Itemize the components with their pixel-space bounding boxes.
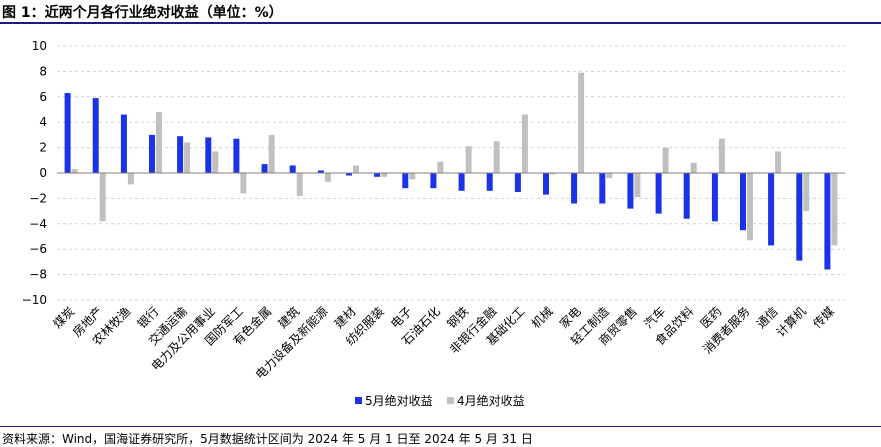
bar-april bbox=[662, 147, 669, 173]
bar-may bbox=[149, 134, 155, 173]
bar-may bbox=[92, 98, 99, 173]
bar-april bbox=[803, 173, 810, 212]
bar-april bbox=[690, 162, 697, 173]
y-tick-label: 8 bbox=[39, 64, 47, 78]
legend-label-may: 5月绝对收益 bbox=[365, 393, 433, 408]
legend: 5月绝对收益 4月绝对收益 bbox=[355, 393, 525, 408]
y-tick-label: −2 bbox=[29, 191, 47, 205]
bar-april bbox=[606, 173, 613, 179]
bar-may bbox=[205, 137, 212, 173]
bar-may bbox=[514, 173, 521, 192]
bar-april bbox=[437, 161, 444, 173]
legend-swatch-april bbox=[447, 397, 454, 404]
bar-may bbox=[486, 173, 493, 191]
bar-april bbox=[296, 173, 303, 196]
bar-may bbox=[599, 173, 606, 204]
bar-may bbox=[768, 173, 775, 246]
x-category-label: 机械 bbox=[528, 304, 556, 332]
bar-may bbox=[120, 114, 127, 173]
bar-may bbox=[64, 93, 71, 173]
bar-may bbox=[655, 173, 662, 214]
bar-may bbox=[346, 173, 352, 176]
bar-april bbox=[634, 173, 641, 198]
y-tick-label: 0 bbox=[39, 166, 47, 180]
y-tick-label: −6 bbox=[29, 242, 47, 256]
bar-april bbox=[156, 112, 162, 173]
bar-april bbox=[240, 173, 247, 194]
bar-april bbox=[775, 151, 782, 173]
bar-may bbox=[796, 173, 803, 261]
source-divider bbox=[0, 426, 881, 427]
x-category-label: 传媒 bbox=[809, 304, 837, 332]
bar-may bbox=[571, 173, 578, 204]
title-divider bbox=[0, 22, 881, 24]
bar-april bbox=[550, 173, 556, 175]
bar-may bbox=[740, 173, 746, 231]
y-tick-label: 6 bbox=[39, 90, 47, 104]
bars bbox=[64, 72, 838, 270]
bar-may bbox=[402, 173, 409, 189]
y-tick-label: −8 bbox=[29, 268, 47, 282]
bar-may bbox=[289, 165, 296, 173]
bar-april bbox=[521, 114, 528, 173]
bar-april bbox=[718, 138, 725, 173]
bar-april bbox=[747, 173, 753, 241]
bar-may bbox=[430, 173, 437, 189]
bar-april bbox=[184, 142, 191, 173]
bar-april bbox=[381, 173, 388, 177]
bar-may bbox=[458, 173, 465, 191]
legend-label-april: 4月绝对收益 bbox=[457, 393, 525, 408]
x-category-label: 计算机 bbox=[773, 304, 809, 340]
bar-april bbox=[324, 173, 331, 182]
bar-april bbox=[831, 173, 838, 246]
bar-april bbox=[268, 134, 275, 173]
bar-april bbox=[578, 72, 585, 173]
bar-may bbox=[261, 164, 268, 173]
bar-april bbox=[409, 173, 416, 180]
y-tick-label: −4 bbox=[29, 217, 47, 231]
bar-april bbox=[493, 141, 500, 174]
bar-april bbox=[71, 169, 78, 173]
y-tick-label: 10 bbox=[32, 39, 47, 53]
y-tick-label: −10 bbox=[22, 293, 47, 307]
bar-may bbox=[824, 173, 831, 270]
bar-april bbox=[465, 146, 472, 173]
bar-april bbox=[127, 173, 134, 185]
bar-may bbox=[177, 136, 184, 173]
bar-may bbox=[317, 170, 324, 173]
legend-swatch-may bbox=[355, 397, 362, 404]
y-axis-tick-labels: −10 −8 −6 −4 −2 0 2 4 6 8 10 bbox=[22, 39, 47, 307]
bar-may bbox=[683, 173, 690, 219]
y-tick-label: 4 bbox=[39, 115, 47, 129]
source-note: 资料来源：Wind，国海证券研究所，5月数据统计区间为 2024 年 5 月 1… bbox=[2, 432, 533, 446]
bar-may bbox=[543, 173, 549, 195]
bar-april bbox=[99, 173, 106, 222]
bar-may bbox=[233, 138, 240, 173]
bar-may bbox=[711, 173, 718, 222]
bar-may bbox=[627, 173, 634, 209]
bar-april bbox=[212, 151, 219, 173]
bar-may bbox=[374, 173, 381, 177]
figure-title: 图 1：近两个月各行业绝对收益（单位：%） bbox=[2, 5, 283, 21]
bar-april bbox=[353, 165, 359, 173]
y-tick-label: 2 bbox=[39, 141, 47, 155]
